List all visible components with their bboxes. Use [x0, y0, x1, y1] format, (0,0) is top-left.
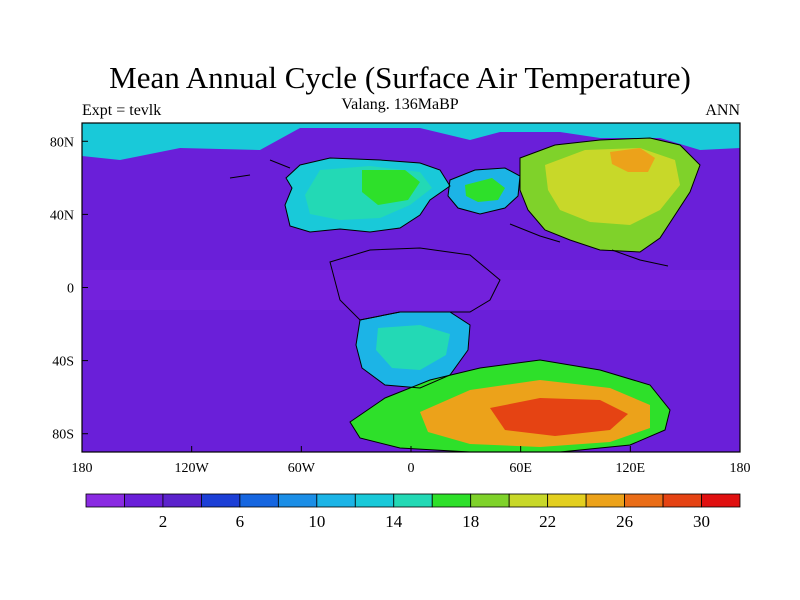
experiment-label: Expt = tevlk — [82, 102, 162, 119]
temperature-field — [82, 123, 740, 452]
colorbar-swatch — [470, 493, 510, 508]
colorbar-swatch — [277, 493, 318, 508]
colorbar-swatch — [162, 493, 202, 508]
colorbar-swatch — [354, 493, 395, 508]
colorbar-swatch — [124, 493, 164, 508]
colorbar: 2 6 10 14 18 22 26 30 — [85, 493, 741, 531]
north-america-core — [362, 170, 420, 205]
colorbar-label: 14 — [385, 512, 403, 531]
colorbar-swatch — [393, 493, 433, 508]
colorbar-swatch — [585, 493, 625, 508]
x-tick-label: 180 — [730, 461, 751, 476]
colorbar-label: 26 — [616, 512, 633, 531]
arctic-rim — [82, 123, 740, 160]
y-tick-label: 80N — [50, 135, 74, 150]
coastlines — [229, 137, 701, 452]
colorbar-label: 6 — [236, 512, 245, 531]
colorbar-swatch — [316, 493, 356, 508]
asia-hot — [610, 148, 655, 172]
colorbar-swatch — [508, 493, 549, 508]
y-tick-label: 0 — [67, 282, 74, 297]
colorbar-label: 2 — [159, 512, 168, 531]
europe-core — [465, 178, 505, 202]
colorbar-swatch — [662, 493, 702, 508]
tropical-band — [82, 270, 740, 310]
colorbar-swatch — [201, 493, 241, 508]
x-tick-label: 0 — [408, 461, 415, 476]
colorbar-label: 18 — [462, 512, 479, 531]
colorbar-swatch — [85, 493, 125, 508]
colorbar-label: 10 — [308, 512, 325, 531]
x-tick-label: 60W — [288, 461, 316, 476]
colorbar-label: 22 — [539, 512, 556, 531]
y-tick-label: 40S — [52, 355, 74, 370]
colorbar-swatch — [547, 493, 587, 508]
x-tick-label: 60E — [509, 461, 532, 476]
x-tick-label: 180 — [72, 461, 93, 476]
x-tick-label: 120W — [175, 461, 210, 476]
y-tick-label: 80S — [52, 428, 74, 443]
y-tick-label: 40N — [50, 208, 74, 223]
colorbar-swatch — [624, 493, 664, 508]
plot-subtitle: Valang. 136MaBP — [341, 96, 459, 113]
plot-title: Mean Annual Cycle (Surface Air Temperatu… — [109, 60, 691, 95]
colorbar-swatch — [431, 493, 472, 508]
south-america-core — [376, 325, 450, 370]
colorbar-label: 30 — [693, 512, 710, 531]
colorbar-swatch — [239, 493, 279, 508]
colorbar-swatch — [701, 493, 741, 508]
antarctic-hot-zone — [490, 398, 628, 436]
axis-ticks: 180 120W 60W 0 60E 120E 180 80N 40N 0 40S 80S — [50, 135, 751, 476]
season-label: ANN — [705, 102, 740, 119]
x-tick-label: 120E — [616, 461, 646, 476]
